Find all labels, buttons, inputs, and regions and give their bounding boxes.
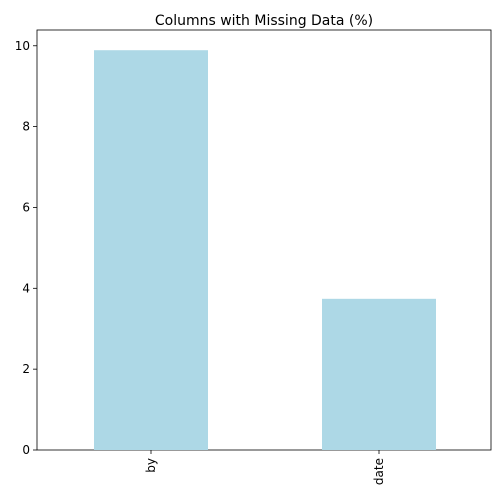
y-axis: 0 2 4 6 8 10 bbox=[15, 39, 37, 457]
y-tick-label: 4 bbox=[22, 281, 30, 295]
bar-series bbox=[94, 50, 436, 450]
y-tick-label: 10 bbox=[15, 39, 30, 53]
y-tick-label: 6 bbox=[22, 200, 30, 214]
bar-by bbox=[94, 50, 208, 450]
chart-title: Columns with Missing Data (%) bbox=[155, 13, 373, 29]
x-tick-label-date: date bbox=[372, 458, 386, 485]
y-tick-label: 2 bbox=[22, 362, 30, 376]
bar-date bbox=[322, 299, 436, 450]
y-tick-label: 0 bbox=[22, 443, 30, 457]
x-axis: by date bbox=[144, 450, 386, 485]
y-tick-label: 8 bbox=[22, 120, 30, 134]
x-tick-label-by: by bbox=[144, 458, 158, 473]
